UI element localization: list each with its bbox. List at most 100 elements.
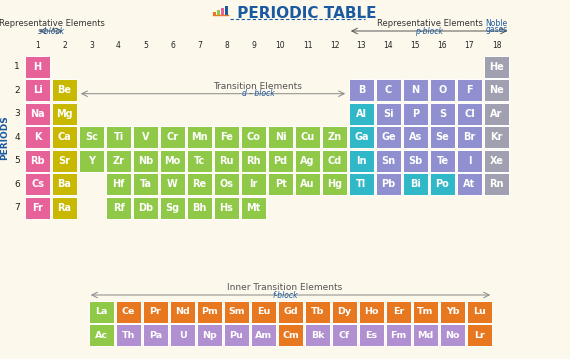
FancyBboxPatch shape <box>483 173 510 195</box>
FancyBboxPatch shape <box>105 173 132 195</box>
Text: 11: 11 <box>303 41 312 50</box>
Text: 5: 5 <box>14 156 20 165</box>
Text: Sn: Sn <box>381 156 396 166</box>
Text: Transition Elements: Transition Elements <box>214 82 303 91</box>
Text: U: U <box>178 331 186 340</box>
Text: Xe: Xe <box>490 156 503 166</box>
Text: Noble: Noble <box>486 19 507 28</box>
FancyBboxPatch shape <box>430 150 455 172</box>
Text: Zn: Zn <box>327 132 341 142</box>
Text: 1: 1 <box>14 62 20 71</box>
Text: Y: Y <box>88 156 95 166</box>
Bar <box>217 10 220 15</box>
FancyBboxPatch shape <box>439 324 465 346</box>
Text: Pb: Pb <box>381 179 396 189</box>
Text: Bi: Bi <box>410 179 421 189</box>
Text: Ag: Ag <box>300 156 315 166</box>
Text: W: W <box>167 179 178 189</box>
Text: Fr: Fr <box>32 203 43 213</box>
Text: Kr: Kr <box>490 132 503 142</box>
Text: Ca: Ca <box>58 132 71 142</box>
Text: d - block: d - block <box>242 89 274 98</box>
Text: Ge: Ge <box>381 132 396 142</box>
Text: Bh: Bh <box>192 203 207 213</box>
FancyBboxPatch shape <box>52 197 78 219</box>
Text: Fm: Fm <box>390 331 406 340</box>
Text: 7: 7 <box>14 203 20 212</box>
Text: Gd: Gd <box>283 307 298 316</box>
FancyBboxPatch shape <box>88 324 115 346</box>
FancyBboxPatch shape <box>278 300 303 323</box>
FancyBboxPatch shape <box>376 103 401 125</box>
Text: Tb: Tb <box>311 307 324 316</box>
Text: 3: 3 <box>14 109 20 118</box>
FancyBboxPatch shape <box>214 150 239 172</box>
Bar <box>221 8 224 15</box>
Text: No: No <box>445 331 460 340</box>
FancyBboxPatch shape <box>116 324 141 346</box>
FancyBboxPatch shape <box>376 173 401 195</box>
FancyBboxPatch shape <box>133 197 158 219</box>
Text: Co: Co <box>247 132 260 142</box>
FancyBboxPatch shape <box>105 150 132 172</box>
FancyBboxPatch shape <box>186 197 213 219</box>
FancyBboxPatch shape <box>105 126 132 148</box>
Text: p-block: p-block <box>415 27 443 36</box>
FancyBboxPatch shape <box>160 150 185 172</box>
Text: Rb: Rb <box>30 156 45 166</box>
FancyBboxPatch shape <box>105 197 132 219</box>
FancyBboxPatch shape <box>349 173 374 195</box>
FancyBboxPatch shape <box>133 150 158 172</box>
Text: Tl: Tl <box>356 179 367 189</box>
FancyBboxPatch shape <box>197 300 222 323</box>
FancyBboxPatch shape <box>439 300 465 323</box>
Text: PERIODS: PERIODS <box>1 115 10 160</box>
FancyBboxPatch shape <box>267 150 294 172</box>
FancyBboxPatch shape <box>241 150 266 172</box>
FancyBboxPatch shape <box>52 126 78 148</box>
Text: Ne: Ne <box>489 85 504 95</box>
FancyBboxPatch shape <box>483 79 510 101</box>
FancyBboxPatch shape <box>25 79 50 101</box>
Text: Nb: Nb <box>138 156 153 166</box>
Text: 15: 15 <box>411 41 420 50</box>
Text: H: H <box>34 62 42 72</box>
Text: 6: 6 <box>14 180 20 189</box>
Text: 7: 7 <box>197 41 202 50</box>
FancyBboxPatch shape <box>133 173 158 195</box>
Text: 3: 3 <box>89 41 94 50</box>
Text: Sb: Sb <box>408 156 422 166</box>
FancyBboxPatch shape <box>52 79 78 101</box>
Text: PERIODIC TABLE: PERIODIC TABLE <box>232 5 377 20</box>
Text: B: B <box>358 85 365 95</box>
FancyBboxPatch shape <box>430 79 455 101</box>
Text: He: He <box>489 62 504 72</box>
Text: 4: 4 <box>14 133 20 142</box>
Text: I: I <box>468 156 471 166</box>
FancyBboxPatch shape <box>430 126 455 148</box>
FancyBboxPatch shape <box>251 300 276 323</box>
Text: Ga: Ga <box>354 132 369 142</box>
FancyBboxPatch shape <box>160 197 185 219</box>
Text: Hf: Hf <box>112 179 125 189</box>
Text: 10: 10 <box>276 41 286 50</box>
Text: Rn: Rn <box>489 179 504 189</box>
Text: s-block: s-block <box>38 27 64 36</box>
Text: C: C <box>385 85 392 95</box>
FancyBboxPatch shape <box>483 103 510 125</box>
Text: Fe: Fe <box>220 132 233 142</box>
Text: K: K <box>34 132 41 142</box>
FancyBboxPatch shape <box>457 150 482 172</box>
FancyBboxPatch shape <box>214 197 239 219</box>
Text: Bk: Bk <box>311 331 324 340</box>
Text: Sc: Sc <box>85 132 98 142</box>
Text: Pu: Pu <box>230 331 243 340</box>
Text: 12: 12 <box>330 41 339 50</box>
FancyBboxPatch shape <box>267 126 294 148</box>
Text: Cm: Cm <box>282 331 299 340</box>
FancyBboxPatch shape <box>186 173 213 195</box>
FancyBboxPatch shape <box>332 300 357 323</box>
FancyBboxPatch shape <box>25 56 50 78</box>
Text: 6: 6 <box>170 41 175 50</box>
Text: Mt: Mt <box>246 203 260 213</box>
